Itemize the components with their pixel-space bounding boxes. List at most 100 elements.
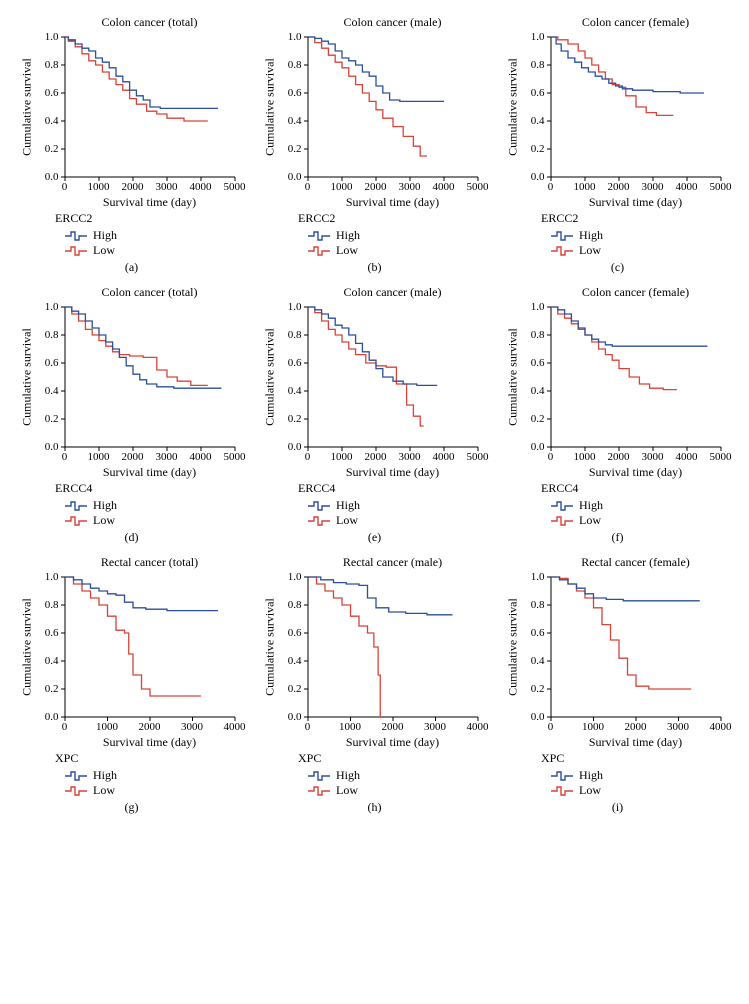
x-tick: 3000 <box>156 451 178 463</box>
y-tick: 0.6 <box>527 627 545 639</box>
legend-mark-icon <box>308 501 330 511</box>
y-tick: 0.8 <box>527 329 545 341</box>
series-high <box>551 37 704 93</box>
legend-item-high: High <box>541 228 603 243</box>
legend-label: Low <box>93 513 115 528</box>
x-tick: 0 <box>305 451 311 463</box>
figure-grid: Colon cancer (total)Cumulative survivalS… <box>15 15 734 815</box>
y-tick: 1.0 <box>527 301 545 313</box>
legend-label: High <box>93 228 117 243</box>
x-tick: 3000 <box>181 721 203 733</box>
y-tick: 1.0 <box>527 571 545 583</box>
x-tick: 3000 <box>156 181 178 193</box>
y-tick: 0.0 <box>41 711 59 723</box>
y-tick: 1.0 <box>284 31 302 43</box>
y-axis-label: Cumulative survival <box>505 328 520 426</box>
x-tick: 2000 <box>122 451 144 463</box>
legend: ERCC4HighLow <box>258 481 360 528</box>
y-tick: 1.0 <box>284 571 302 583</box>
x-tick: 2000 <box>625 721 647 733</box>
legend-label: Low <box>336 243 358 258</box>
x-tick: 2000 <box>608 451 630 463</box>
y-tick: 0.2 <box>284 683 302 695</box>
x-tick: 1000 <box>331 181 353 193</box>
legend-item-low: Low <box>541 783 603 798</box>
legend-mark-icon <box>551 246 573 256</box>
panel-sublabel: (e) <box>368 530 381 545</box>
legend-label: High <box>93 498 117 513</box>
y-tick: 0.0 <box>41 171 59 183</box>
x-tick: 3000 <box>642 451 664 463</box>
y-axis-label: Cumulative survival <box>19 58 34 156</box>
x-tick: 3000 <box>399 451 421 463</box>
y-tick: 0.4 <box>284 115 302 127</box>
y-tick: 0.4 <box>41 655 59 667</box>
x-tick: 2000 <box>365 181 387 193</box>
panel-i: Rectal cancer (female)Cumulative surviva… <box>501 555 734 815</box>
legend: ERCC2 HighLow <box>258 211 360 258</box>
x-axis-label: Survival time (day) <box>589 195 682 210</box>
y-tick: 0.4 <box>284 655 302 667</box>
series-high <box>551 307 707 346</box>
chart-title: Colon cancer (male) <box>344 285 442 300</box>
chart: Colon cancer (female)Cumulative survival… <box>503 15 733 205</box>
x-tick: 4000 <box>190 451 212 463</box>
x-axis-label: Survival time (day) <box>589 735 682 750</box>
y-tick: 0.6 <box>527 357 545 369</box>
x-tick: 4000 <box>433 451 455 463</box>
legend-title: XPC <box>541 751 603 766</box>
legend-title: XPC <box>55 751 117 766</box>
legend-mark-icon <box>65 501 87 511</box>
y-tick: 0.4 <box>527 385 545 397</box>
legend-label: Low <box>336 783 358 798</box>
legend-title: ERCC2 <box>298 211 360 226</box>
x-tick: 4000 <box>676 181 698 193</box>
x-tick: 5000 <box>224 451 246 463</box>
chart-title: Rectal cancer (total) <box>101 555 198 570</box>
legend-mark-icon <box>308 786 330 796</box>
x-axis-label: Survival time (day) <box>346 465 439 480</box>
x-tick: 0 <box>62 451 68 463</box>
panel-sublabel: (g) <box>125 800 139 815</box>
legend-mark-icon <box>65 771 87 781</box>
chart: Colon cancer (female)Cumulative survival… <box>503 285 733 475</box>
legend-item-high: High <box>55 498 117 513</box>
legend-title: ERCC4 <box>298 481 360 496</box>
x-axis-label: Survival time (day) <box>346 195 439 210</box>
y-tick: 0.6 <box>41 357 59 369</box>
panel-e: Colon cancer (male)Cumulative survivalSu… <box>258 285 491 545</box>
chart: Colon cancer (total)Cumulative survivalS… <box>17 285 247 475</box>
legend-mark-icon <box>65 516 87 526</box>
x-tick: 1000 <box>574 181 596 193</box>
x-tick: 2000 <box>122 181 144 193</box>
legend-item-low: Low <box>55 783 117 798</box>
chart: Rectal cancer (total)Cumulative survival… <box>17 555 247 745</box>
legend-item-high: High <box>298 228 360 243</box>
legend-item-low: Low <box>298 513 360 528</box>
y-tick: 0.2 <box>527 683 545 695</box>
series-high <box>551 577 700 601</box>
legend-item-high: High <box>298 768 360 783</box>
panel-b: Colon cancer (male)Cumulative survivalSu… <box>258 15 491 275</box>
x-tick: 1000 <box>96 721 118 733</box>
legend-item-low: Low <box>55 513 117 528</box>
y-tick: 0.0 <box>284 711 302 723</box>
y-axis-label: Cumulative survival <box>19 328 34 426</box>
x-tick: 2000 <box>382 721 404 733</box>
legend-item-high: High <box>541 498 603 513</box>
panel-sublabel: (c) <box>611 260 624 275</box>
legend-label: Low <box>579 243 601 258</box>
legend-title: ERCC4 <box>541 481 603 496</box>
x-tick: 0 <box>62 721 68 733</box>
legend-mark-icon <box>551 786 573 796</box>
y-tick: 0.4 <box>41 385 59 397</box>
y-tick: 0.8 <box>284 59 302 71</box>
legend-label: Low <box>93 243 115 258</box>
panel-f: Colon cancer (female)Cumulative survival… <box>501 285 734 545</box>
panel-g: Rectal cancer (total)Cumulative survival… <box>15 555 248 815</box>
legend-title: ERCC2 <box>541 211 603 226</box>
y-axis-label: Cumulative survival <box>505 598 520 696</box>
y-tick: 0.8 <box>527 599 545 611</box>
x-tick: 0 <box>62 181 68 193</box>
legend-title: ERCC4 <box>55 481 117 496</box>
